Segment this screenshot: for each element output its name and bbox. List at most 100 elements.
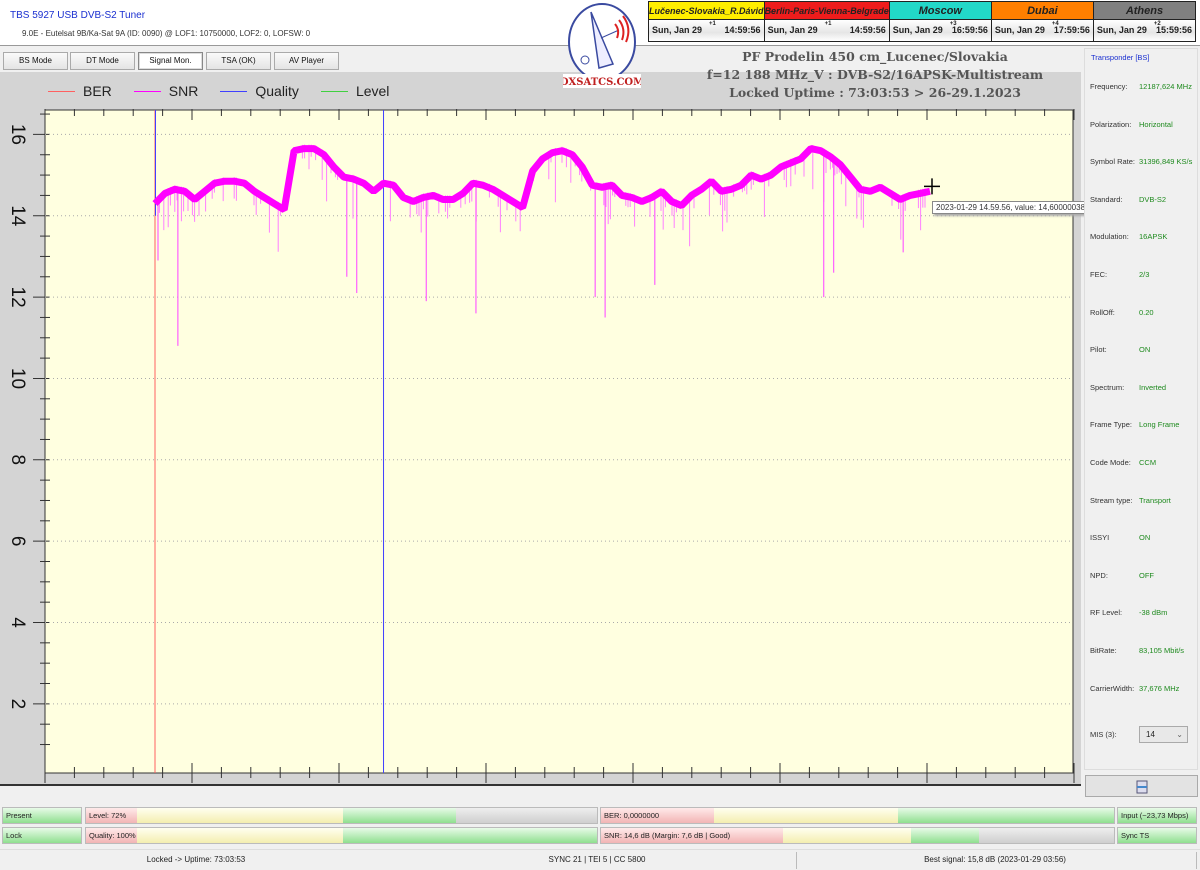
row-value: Horizontal xyxy=(1139,119,1173,129)
y-tick-label: 6 xyxy=(7,536,28,547)
legend-swatch xyxy=(48,90,75,92)
clock-city: Berlin-Paris-Vienna-Belgrade xyxy=(764,2,889,20)
row-value: Long Frame xyxy=(1139,420,1180,430)
transponder-row: BitRate: 83,105 Mbit/s xyxy=(1090,646,1200,655)
row-label: BitRate: xyxy=(1090,646,1117,655)
lock-indicator: Lock xyxy=(2,827,82,844)
row-label: FEC: xyxy=(1090,270,1108,279)
clock-city: Dubai xyxy=(991,2,1093,20)
mis-label: MIS (3): xyxy=(1090,730,1117,739)
legend-item-quality: Quality xyxy=(220,82,299,100)
y-tick-label: 4 xyxy=(7,617,28,628)
row-value: Transport xyxy=(1139,495,1171,505)
transponder-row: RF Level: -38 dBm xyxy=(1090,608,1200,617)
divider xyxy=(796,852,797,869)
clock-time: 16:59:56 xyxy=(951,25,988,35)
clock-time: 17:59:56 xyxy=(1053,25,1090,35)
legend-swatch xyxy=(320,90,348,92)
transponder-row: NPD: OFF xyxy=(1090,571,1200,580)
mis-value: 14 xyxy=(1146,730,1155,739)
y-tick-label: 12 xyxy=(7,287,28,308)
ber-label: BER: 0,0000000 xyxy=(604,811,660,820)
clock-city: Athens xyxy=(1093,2,1195,20)
transponder-row: CarrierWidth: 37,676 MHz xyxy=(1090,684,1200,693)
legend-item-snr: SNR xyxy=(133,82,199,100)
transponder-row: Symbol Rate: 31396,849 KS/s xyxy=(1090,157,1200,166)
transponder-row: RollOff: 0.20 xyxy=(1090,308,1200,317)
legend-swatch xyxy=(133,90,161,92)
transponder-row: ISSYI ON xyxy=(1090,533,1200,542)
row-value: 16APSK xyxy=(1139,232,1168,242)
row-label: Pilot: xyxy=(1090,345,1107,355)
row-value: 2/3 xyxy=(1139,270,1150,279)
clock-offset: +3 xyxy=(949,21,957,27)
legend-swatch xyxy=(220,90,248,92)
divider xyxy=(1196,852,1197,869)
legend-item-level: Level xyxy=(320,82,390,100)
chart-legend: BER SNR Quality Level xyxy=(48,82,411,100)
tab-dt-mode[interactable]: DT Mode xyxy=(70,52,135,70)
world-clocks: Lučenec-Slovakia_R.Dávid Sun, Jan 29 +1 14… xyxy=(648,1,1196,42)
transponder-row: Code Mode: CCM xyxy=(1090,458,1200,467)
snr-chart: 16 14 12 10 8 6 4 2 xyxy=(7,109,1075,783)
tab-bs-mode[interactable]: BS Mode xyxy=(3,52,68,70)
row-label: RollOff: xyxy=(1090,307,1115,317)
mis-select[interactable]: 14 ⌄ xyxy=(1139,726,1188,743)
tab-tsa[interactable]: TSA (OK) xyxy=(206,52,271,70)
row-value: 31396,849 KS/s xyxy=(1139,157,1193,167)
status-bar: Locked -> Uptime: 73:03:53 SYNC 21 | TEI… xyxy=(0,849,1200,870)
transponder-row: Pilot: ON xyxy=(1090,345,1200,354)
y-tick-label: 16 xyxy=(7,124,28,145)
clock-date: Sun, Jan 29 xyxy=(994,25,1045,35)
crosshair-icon xyxy=(924,178,940,195)
transponder-row: FEC: 2/3 xyxy=(1090,270,1200,279)
level-label: Level: 72% xyxy=(89,811,127,820)
transponder-row: Frequency: 12187,624 MHz xyxy=(1090,82,1200,91)
dxsatcs-logo: DXSATCS.COM xyxy=(563,3,641,88)
legend-label: SNR xyxy=(168,83,199,99)
app-title: TBS 5927 USB DVB-S2 Tuner xyxy=(10,10,146,21)
y-tick-label: 10 xyxy=(7,368,28,389)
row-label: RF Level: xyxy=(1090,608,1123,618)
transponder-row: Spectrum: Inverted xyxy=(1090,383,1200,392)
sync-status: SYNC 21 | TEI 5 | CC 5800 xyxy=(548,855,646,864)
row-label: Modulation: xyxy=(1090,232,1129,242)
y-tick-label: 2 xyxy=(7,699,28,710)
transponder-row: Modulation: 16APSK xyxy=(1090,232,1200,241)
transponder-row: Frame Type: Long Frame xyxy=(1090,420,1200,429)
row-label: Symbol Rate: xyxy=(1090,157,1136,167)
row-value: 12187,624 MHz xyxy=(1139,82,1192,91)
row-value: OFF xyxy=(1139,570,1154,580)
best-signal-status: Best signal: 15,8 dB (2023-01-29 03:56) xyxy=(924,855,1066,864)
row-value: 83,105 Mbit/s xyxy=(1139,646,1185,655)
chart-title-line: f=12 188 MHz_V : DVB-S2/16APSK-Multistre… xyxy=(706,67,1044,82)
row-label: Spectrum: xyxy=(1090,382,1125,392)
logo-text: DXSATCS.COM xyxy=(563,77,641,88)
input-indicator: Input (~23,73 Mbps) xyxy=(1117,807,1197,824)
legend-label: BER xyxy=(83,83,112,99)
chart-title-line: Locked Uptime : 73:03:53 > 26-29.1.2023 xyxy=(729,85,1021,100)
legend-label: Quality xyxy=(255,83,299,99)
quality-label: Quality: 100% xyxy=(89,831,136,840)
tab-signal-mon[interactable]: Signal Mon. xyxy=(138,52,203,70)
chart-title-line: PF Prodelin 450 cm_Lucenec/Slovakia xyxy=(742,49,1008,64)
panel-toggle-button[interactable] xyxy=(1085,775,1198,797)
clock-city: Moscow xyxy=(889,2,991,20)
clock-4: Athens Sun, Jan 29 +2 15:59:56 xyxy=(1093,2,1195,41)
clock-3: Dubai Sun, Jan 29 +4 17:59:56 xyxy=(991,2,1094,41)
clock-time: 14:59:56 xyxy=(849,25,886,35)
snr-label: SNR: 14,6 dB (Margin: 7,6 dB | Good) xyxy=(604,831,731,840)
clock-date: Sun, Jan 29 xyxy=(652,25,703,35)
plot-area xyxy=(44,109,1074,774)
level-bar: Level: 72% xyxy=(85,807,598,824)
tab-av-player[interactable]: AV Player xyxy=(274,52,339,70)
transponder-row: Polarization: Horizontal xyxy=(1090,120,1200,129)
row-label: Frequency: xyxy=(1090,82,1128,91)
ber-bar: BER: 0,0000000 xyxy=(600,807,1115,824)
legend-label: Level xyxy=(355,83,390,99)
clock-offset: +1 xyxy=(709,21,716,27)
clock-date: Sun, Jan 29 xyxy=(1096,25,1147,35)
clock-time: 15:59:56 xyxy=(1155,25,1192,35)
clock-time: 14:59:56 xyxy=(724,25,761,35)
transponder-row: Stream type: Transport xyxy=(1090,496,1200,505)
